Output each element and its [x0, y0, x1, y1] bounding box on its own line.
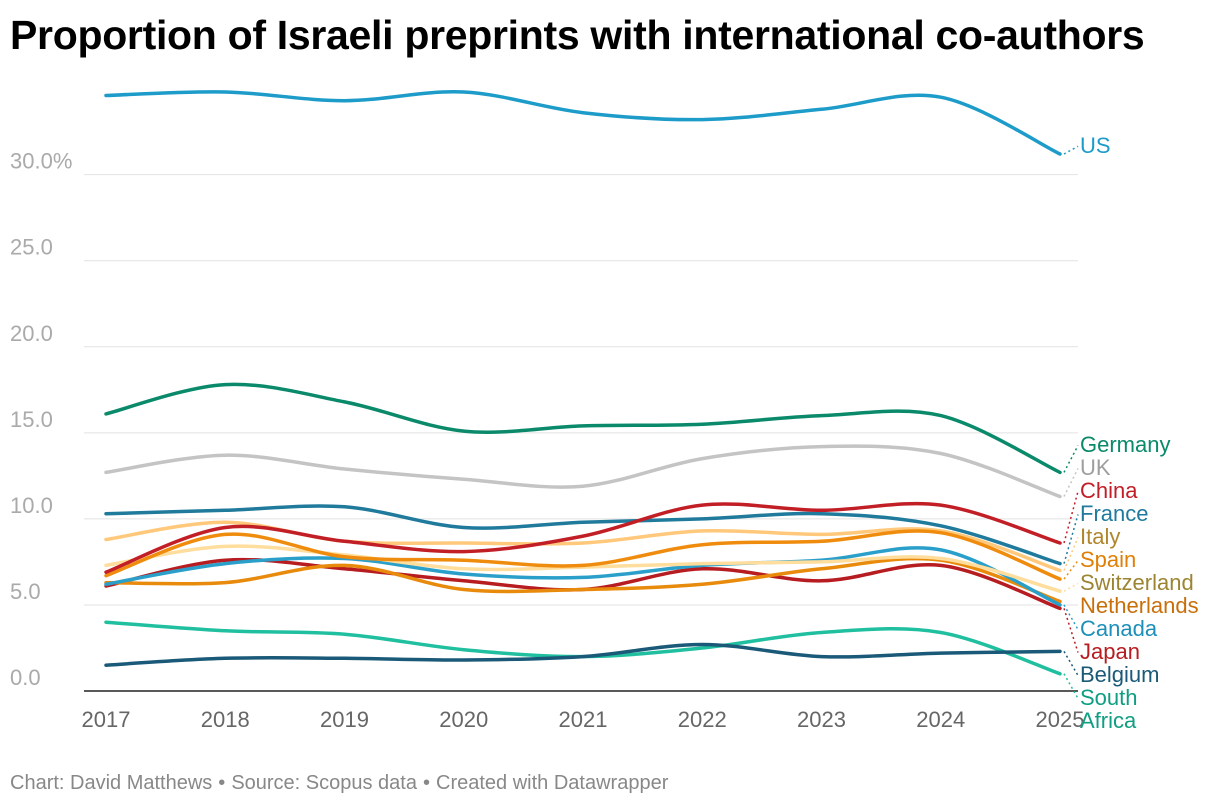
series-label-line: Italy	[1080, 524, 1120, 549]
label-leader-china	[1063, 491, 1079, 544]
series-label-line: Japan	[1080, 639, 1140, 664]
series-label-line: China	[1080, 478, 1138, 503]
series-label-line: Canada	[1080, 616, 1158, 641]
y-tick-label: 5.0	[10, 579, 41, 604]
series-line-france	[104, 504, 1062, 566]
series-label-line: South	[1080, 685, 1138, 710]
series-line-netherlands	[104, 556, 1062, 604]
series-labels: US GermanyUKChinaFranceItalySpainSwitzerl…	[1080, 133, 1199, 733]
y-tick-label: 20.0	[10, 321, 53, 346]
series-line-us	[104, 90, 1062, 156]
label-leader-belgium	[1063, 651, 1079, 676]
y-tick-label: 0.0	[10, 665, 41, 690]
series-label-france: France	[1080, 501, 1148, 526]
series-line-italy	[104, 520, 1062, 573]
series-label-belgium: Belgium	[1080, 662, 1159, 687]
series-label-line: Netherlands	[1080, 593, 1199, 618]
series-label-line: Germany	[1080, 432, 1170, 457]
gridlines	[84, 174, 1078, 606]
series-line-canada	[104, 546, 1062, 607]
label-leader-switzerland	[1063, 582, 1079, 592]
y-tick-label: 15.0	[10, 407, 53, 432]
label-leader-us	[1063, 145, 1079, 155]
x-tick-label: 2024	[916, 707, 965, 732]
x-tick-label: 2018	[201, 707, 250, 732]
series-lines	[104, 90, 1062, 676]
label-leader-spain	[1063, 560, 1079, 580]
chart-footer: Chart: David Matthews • Source: Scopus dat…	[10, 772, 668, 795]
series-label-germany: Germany	[1080, 432, 1170, 457]
series-line-switzerland	[104, 544, 1062, 593]
series-label-japan: Japan	[1080, 639, 1140, 664]
label-leader-uk	[1063, 468, 1079, 497]
label-leaders	[1063, 145, 1079, 699]
series-line-china	[104, 501, 1062, 574]
x-tick-label: 2020	[439, 707, 488, 732]
series-label-line: US	[1080, 133, 1111, 158]
label-leader-france	[1063, 514, 1079, 564]
series-label-canada: Canada	[1080, 616, 1158, 641]
x-tick-label: 2021	[559, 707, 608, 732]
page-title: Proportion of Israeli preprints with int…	[10, 12, 1145, 58]
series-label-south-africa: South Africa	[1080, 685, 1138, 733]
y-tick-label: 30.0%	[10, 149, 72, 174]
axes: 0.0 5.0 10.0 15.0 20.0 25.0 30.0% 2017 2018 2019 2…	[10, 149, 1084, 732]
series-label-line: UK	[1080, 455, 1111, 480]
x-tick-label: 2022	[678, 707, 727, 732]
label-leader-south-africa	[1063, 673, 1079, 699]
series-line-germany	[104, 382, 1062, 475]
series-line-uk	[104, 444, 1062, 499]
separator-dot: •	[423, 772, 431, 794]
series-line-south-africa	[104, 620, 1062, 676]
series-line-belgium	[104, 642, 1062, 667]
tool-text: Created with Datawrapper	[436, 772, 669, 794]
y-tick-label: 25.0	[10, 235, 53, 260]
series-label-netherlands: Netherlands	[1080, 593, 1199, 618]
label-leader-germany	[1063, 445, 1079, 473]
x-tick-label: 2019	[320, 707, 369, 732]
label-leader-canada	[1063, 604, 1079, 630]
x-tick-label: 2023	[797, 707, 846, 732]
series-label-uk: UK	[1080, 455, 1111, 480]
series-label-china: China	[1080, 478, 1138, 503]
credit-text: Chart: David Matthews	[10, 772, 213, 794]
series-label-line: France	[1080, 501, 1148, 526]
separator-dot: •	[218, 772, 226, 794]
series-label-italy: Italy	[1080, 524, 1120, 549]
series-label-line: Spain	[1080, 547, 1136, 572]
x-tick-label: 2017	[82, 707, 131, 732]
series-line-spain	[104, 529, 1062, 581]
series-label-line: Switzerland	[1080, 570, 1194, 595]
series-label-switzerland: Switzerland	[1080, 570, 1194, 595]
y-tick-label: 10.0	[10, 493, 53, 518]
series-label-line: Africa	[1080, 708, 1137, 733]
x-tick-label: 2025	[1036, 707, 1085, 732]
series-label-line: Belgium	[1080, 662, 1159, 687]
series-label-us: US	[1080, 133, 1111, 158]
label-leader-japan	[1063, 608, 1079, 653]
series-label-spain: Spain	[1080, 547, 1136, 572]
source-text: Source: Scopus data	[231, 772, 417, 794]
label-leader-italy	[1063, 537, 1079, 571]
